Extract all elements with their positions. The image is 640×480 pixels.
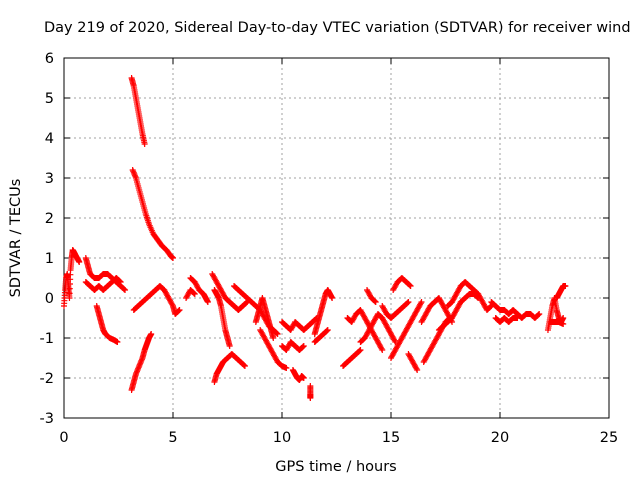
data-point bbox=[191, 291, 198, 297]
x-tick-label: 10 bbox=[273, 430, 291, 446]
y-tick-label: -2 bbox=[40, 371, 54, 387]
data-point bbox=[121, 286, 128, 293]
x-tick-label: 15 bbox=[382, 430, 400, 446]
data-point bbox=[243, 299, 250, 306]
data-point bbox=[76, 259, 83, 265]
data-point bbox=[114, 339, 121, 345]
y-tick-label: -1 bbox=[40, 331, 54, 347]
y-tick-label: 1 bbox=[45, 251, 54, 267]
x-tick-label: 25 bbox=[600, 430, 618, 446]
data-point bbox=[562, 283, 569, 289]
grid-lines bbox=[64, 58, 609, 418]
data-point bbox=[357, 347, 364, 353]
chart-title: Day 219 of 2020, Sidereal Day-to-day VTE… bbox=[44, 20, 631, 36]
data-point bbox=[169, 301, 176, 308]
y-tick-label: 5 bbox=[45, 91, 54, 107]
data-points bbox=[61, 75, 569, 401]
x-axis-label: GPS time / hours bbox=[275, 459, 396, 475]
data-point bbox=[372, 298, 379, 305]
axes: 0 5 10 15 20 25 -3 -2 -1 0 1 2 3 4 5 6 bbox=[40, 51, 619, 446]
x-tick-label: 20 bbox=[491, 430, 509, 446]
y-tick-label: 4 bbox=[45, 131, 54, 147]
data-point bbox=[226, 343, 233, 349]
data-point bbox=[141, 141, 148, 147]
y-tick-label: 6 bbox=[45, 51, 54, 67]
y-axis-label: SDTVAR / TECUs bbox=[8, 179, 24, 298]
x-tick-label: 0 bbox=[59, 430, 68, 446]
data-point bbox=[404, 299, 411, 306]
data-point bbox=[405, 299, 412, 305]
data-point bbox=[324, 327, 331, 333]
data-point bbox=[241, 362, 248, 369]
y-tick-label: 3 bbox=[45, 171, 54, 187]
data-point bbox=[414, 367, 421, 373]
data-point bbox=[300, 343, 307, 350]
data-point bbox=[241, 363, 248, 369]
data-point bbox=[356, 347, 363, 354]
data-point bbox=[283, 365, 290, 371]
data-point bbox=[274, 331, 281, 337]
data-point bbox=[270, 335, 277, 341]
data-point bbox=[413, 365, 420, 372]
data-point bbox=[116, 278, 123, 285]
data-point bbox=[536, 311, 543, 317]
plot-area-border bbox=[63, 57, 610, 419]
data-point bbox=[535, 311, 542, 318]
data-point bbox=[379, 347, 386, 353]
y-tick-label: 0 bbox=[45, 291, 54, 307]
y-tick-label: -3 bbox=[40, 411, 54, 427]
data-point bbox=[378, 345, 385, 352]
data-point bbox=[300, 375, 307, 381]
data-point bbox=[273, 330, 280, 337]
data-point bbox=[176, 307, 183, 313]
data-point bbox=[122, 287, 129, 293]
data-point bbox=[514, 315, 521, 321]
data-point bbox=[560, 315, 567, 321]
data-point bbox=[487, 303, 494, 310]
data-point bbox=[300, 343, 307, 349]
data-point bbox=[204, 299, 211, 305]
data-point bbox=[191, 290, 198, 297]
data-point bbox=[391, 337, 398, 344]
data-point bbox=[170, 255, 176, 261]
data-point bbox=[407, 283, 414, 289]
data-point bbox=[418, 299, 425, 305]
data-point bbox=[307, 395, 314, 401]
data-point bbox=[175, 307, 182, 314]
data-point bbox=[560, 321, 567, 327]
y-tick-label: 2 bbox=[45, 211, 54, 227]
data-point bbox=[406, 282, 413, 289]
data-point bbox=[417, 300, 424, 307]
x-tick-label: 5 bbox=[168, 430, 177, 446]
data-point bbox=[148, 331, 155, 337]
data-point bbox=[324, 327, 331, 334]
data-point bbox=[117, 279, 124, 285]
data-point bbox=[329, 295, 336, 301]
data-point bbox=[372, 299, 379, 305]
